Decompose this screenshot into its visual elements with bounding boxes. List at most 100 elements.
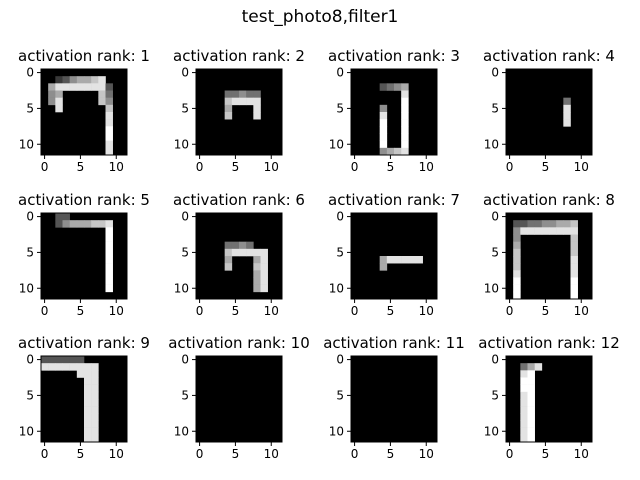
axes-frame bbox=[350, 212, 438, 300]
pixel-cell bbox=[541, 227, 550, 235]
subplot-title: activation rank: 9 bbox=[18, 334, 150, 352]
x-tick-label: 10 bbox=[109, 160, 124, 174]
x-tick-label: 10 bbox=[574, 447, 589, 461]
pixel-cell bbox=[253, 97, 261, 106]
x-tick-label: 0 bbox=[506, 160, 514, 174]
pixel-cell bbox=[260, 277, 268, 285]
y-tick-label: 0 bbox=[26, 210, 34, 224]
y-tick-label: 10 bbox=[329, 281, 344, 295]
pixel-cell bbox=[55, 76, 63, 84]
subplot-title: activation rank: 8 bbox=[483, 191, 615, 209]
pixel-cell bbox=[105, 241, 113, 250]
y-tick-label: 0 bbox=[491, 66, 499, 80]
pixel-cell bbox=[105, 119, 113, 127]
pixel-cell bbox=[527, 420, 535, 428]
pixel-cell bbox=[76, 370, 85, 378]
pixel-cell bbox=[91, 370, 99, 378]
pixel-cell bbox=[62, 363, 70, 371]
image-background bbox=[196, 69, 282, 155]
pixel-cell bbox=[408, 256, 416, 264]
x-tick-label: 0 bbox=[41, 447, 49, 461]
y-tick-label: 5 bbox=[491, 388, 499, 402]
subplot-title: activation rank: 11 bbox=[323, 334, 465, 352]
pixel-cell bbox=[253, 248, 261, 257]
pixel-cell bbox=[527, 427, 535, 436]
y-tick-label: 5 bbox=[491, 101, 499, 115]
pixel-cell bbox=[513, 227, 521, 235]
pixel-cell bbox=[520, 377, 528, 385]
pixel-cell bbox=[91, 413, 99, 421]
pixel-cell bbox=[513, 270, 521, 278]
pixel-cell bbox=[386, 147, 395, 156]
pixel-cell bbox=[401, 256, 409, 264]
pixel-cell bbox=[570, 284, 578, 293]
pixel-cell bbox=[260, 270, 268, 278]
pixel-cell bbox=[394, 147, 402, 156]
pixel-cell bbox=[55, 104, 63, 113]
pixel-cell bbox=[513, 263, 521, 271]
pixel-cell bbox=[520, 406, 528, 414]
pixel-cell bbox=[69, 363, 78, 371]
pixel-cell bbox=[563, 220, 571, 228]
x-tick-label: 10 bbox=[109, 304, 124, 318]
x-tick-label: 5 bbox=[387, 447, 395, 461]
pixel-cell bbox=[246, 97, 254, 106]
pixel-cell bbox=[84, 384, 92, 393]
pixel-cell bbox=[513, 248, 521, 257]
pixel-cell bbox=[556, 227, 564, 235]
pixel-cell bbox=[55, 83, 63, 91]
y-tick-label: 5 bbox=[491, 245, 499, 259]
pixel-cell bbox=[253, 112, 261, 120]
pixel-cell bbox=[520, 370, 528, 378]
pixel-cell bbox=[41, 363, 49, 371]
pixel-cell bbox=[62, 76, 70, 84]
pixel-cell bbox=[91, 420, 99, 428]
pixel-cell bbox=[98, 97, 106, 106]
x-tick-label: 0 bbox=[351, 447, 359, 461]
x-tick-label: 5 bbox=[387, 304, 395, 318]
pixel-cell bbox=[239, 97, 247, 106]
pixel-cell bbox=[105, 126, 113, 134]
pixel-cell bbox=[570, 256, 578, 264]
pixel-cell bbox=[534, 227, 543, 235]
y-tick-label: 5 bbox=[181, 245, 189, 259]
pixel-cell bbox=[239, 90, 247, 98]
pixel-cell bbox=[84, 83, 92, 91]
subplot-title: activation rank: 12 bbox=[478, 334, 620, 352]
pixel-cell bbox=[379, 140, 388, 149]
pixel-cell bbox=[69, 76, 78, 84]
pixel-cell bbox=[105, 147, 113, 156]
pixel-cell bbox=[520, 384, 528, 393]
pixel-cell bbox=[520, 420, 528, 428]
pixel-cell bbox=[527, 227, 535, 235]
pixel-cell bbox=[394, 83, 402, 91]
y-tick-label: 10 bbox=[484, 424, 499, 438]
y-tick-label: 0 bbox=[26, 66, 34, 80]
pixel-cell bbox=[105, 227, 113, 235]
pixel-cell bbox=[105, 277, 113, 285]
pixel-cell bbox=[76, 76, 85, 84]
pixel-cell bbox=[541, 220, 550, 228]
x-tick-label: 0 bbox=[196, 160, 204, 174]
pixel-cell bbox=[105, 90, 113, 98]
subplot-title: activation rank: 10 bbox=[168, 334, 310, 352]
x-tick-label: 10 bbox=[419, 160, 434, 174]
pixel-cell bbox=[401, 97, 409, 106]
pixel-cell bbox=[105, 104, 113, 113]
x-tick-label: 0 bbox=[506, 304, 514, 318]
pixel-cell bbox=[549, 227, 557, 235]
pixel-cell bbox=[105, 270, 113, 278]
x-tick-label: 5 bbox=[77, 447, 85, 461]
y-tick-label: 0 bbox=[336, 66, 344, 80]
pixel-cell bbox=[98, 76, 106, 84]
pixel-cell bbox=[570, 248, 578, 257]
pixel-cell bbox=[69, 220, 78, 228]
pixel-cell bbox=[84, 427, 92, 436]
pixel-cell bbox=[401, 133, 409, 141]
pixel-cell bbox=[563, 97, 571, 106]
